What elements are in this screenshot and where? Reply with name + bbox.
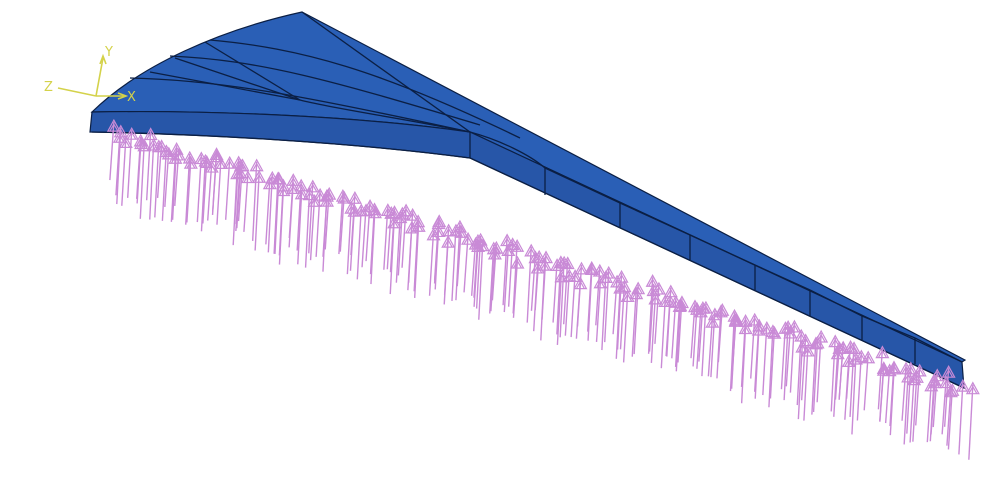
pressure-load-arrow-icon <box>585 262 600 341</box>
pressure-load-arrow-icon <box>113 124 128 205</box>
pressure-load-arrow-icon <box>213 156 228 225</box>
pressure-load-arrow-icon <box>901 369 916 445</box>
pressure-load-arrow-icon <box>728 313 743 377</box>
pressure-load-arrow-icon <box>941 364 956 427</box>
pressure-load-arrow-icon <box>232 165 247 232</box>
pressure-load-arrow-icon <box>631 281 646 355</box>
pressure-load-arrow-icon <box>431 224 446 284</box>
pressure-load-arrow-icon <box>924 378 939 443</box>
axis-label-x: X <box>127 90 136 105</box>
pressure-load-arrow-icon <box>530 260 545 332</box>
pressure-load-arrow-icon <box>154 139 169 198</box>
pressure-load-arrow-icon <box>875 345 890 410</box>
pressure-load-arrow-icon <box>305 179 320 254</box>
mesh-lines <box>91 11 965 389</box>
pressure-load-arrow-icon <box>705 314 720 377</box>
pressure-load-arrow-icon <box>593 275 608 343</box>
pressure-load-arrow-icon <box>861 350 876 411</box>
pressure-load-arrow-icon <box>501 243 516 313</box>
pressure-load-arrow-icon <box>249 158 264 242</box>
pressure-load-arrow-icon <box>672 299 687 367</box>
axis-label-z: Z <box>44 80 53 95</box>
pressure-load-arrow-icon <box>124 126 139 198</box>
pressure-load-arrow-icon <box>713 304 728 379</box>
pressure-load-arrow-icon <box>384 205 399 270</box>
pressure-load-arrow-icon <box>137 138 152 219</box>
pressure-load-arrow-icon <box>943 384 958 446</box>
pressure-load-arrow-icon <box>461 231 476 293</box>
pressure-load-arrow-icon <box>454 225 469 287</box>
pressure-load-arrow-icon <box>613 280 628 359</box>
pressure-load-arrow-icon <box>690 301 705 367</box>
pressure-load-arrow-icon <box>252 169 267 251</box>
xyz-axis-triad-icon <box>57 53 129 100</box>
pressure-load-arrow-icon <box>573 276 588 339</box>
pressure-load-arrows <box>106 118 980 460</box>
pressure-load-arrow-icon <box>426 227 441 296</box>
pressure-load-arrow-icon <box>939 375 954 435</box>
pressure-load-arrow-icon <box>222 155 237 220</box>
pressure-load-arrow-icon <box>663 294 678 357</box>
pressure-load-arrow-icon <box>367 205 382 285</box>
pressure-load-arrow-icon <box>319 188 334 272</box>
pressure-load-arrow-icon <box>510 255 525 318</box>
pressure-load-arrow-icon <box>359 203 374 268</box>
pressure-load-arrow-icon <box>848 351 863 435</box>
pressure-load-arrow-icon <box>209 147 224 215</box>
pressure-load-arrow-icon <box>471 239 486 307</box>
pressure-load-arrow-icon <box>262 176 277 245</box>
pressure-load-arrow-icon <box>794 328 809 406</box>
pressure-load-arrow-icon <box>161 146 176 207</box>
pressure-load-arrow-icon <box>387 215 402 295</box>
pressure-load-arrow-icon <box>510 239 525 314</box>
pressure-load-arrow-icon <box>487 246 502 312</box>
pressure-load-arrow-icon <box>198 153 213 232</box>
pressure-load-arrow-icon <box>800 343 815 421</box>
pressure-load-arrow-icon <box>143 127 158 201</box>
pressure-load-arrow-icon <box>276 183 291 265</box>
pressure-load-arrow-icon <box>183 155 198 223</box>
pressure-load-arrow-icon <box>393 210 408 283</box>
wing-model <box>89 11 967 389</box>
pressure-load-arrow-icon <box>738 321 753 404</box>
pressure-load-arrow-icon <box>810 335 825 413</box>
pressure-load-arrow-icon <box>620 289 635 363</box>
pressure-load-arrow-icon <box>537 257 552 341</box>
pressure-load-arrow-icon <box>168 151 183 222</box>
pressure-load-arrow-icon <box>557 255 572 338</box>
pressure-load-arrow-icon <box>294 186 309 265</box>
pressure-load-arrow-icon <box>411 214 426 292</box>
pressure-load-arrow-icon <box>441 234 456 305</box>
pressure-load-arrow-icon <box>783 325 798 387</box>
pressure-load-arrow-icon <box>955 378 970 455</box>
axis-label-y: Y <box>104 45 113 60</box>
pressure-load-arrow-icon <box>240 170 255 232</box>
pressure-load-arrow-icon <box>752 318 767 399</box>
pressure-load-arrow-icon <box>204 159 219 221</box>
pressure-load-arrow-icon <box>912 363 927 426</box>
pressure-load-arrow-icon <box>882 363 897 424</box>
pressure-load-arrow-icon <box>146 137 161 220</box>
pressure-load-arrow-icon <box>568 269 583 338</box>
pressure-load-arrow-icon <box>307 194 322 261</box>
pressure-load-arrow-icon <box>646 283 661 352</box>
pressure-load-arrow-icon <box>836 340 851 400</box>
pressure-load-arrow-icon <box>118 135 133 206</box>
pressure-load-arrow-icon <box>286 181 301 248</box>
pressure-load-arrow-icon <box>767 325 782 399</box>
pressure-load-arrow-icon <box>337 190 352 252</box>
pressure-load-arrow-icon <box>347 203 362 271</box>
pressure-load-arrow-icon <box>271 171 286 254</box>
pressure-load-arrow-icon <box>106 118 121 181</box>
pressure-load-arrow-icon <box>554 269 569 345</box>
pressure-load-arrow-icon <box>965 381 980 460</box>
pressure-load-arrow-icon <box>404 220 419 291</box>
